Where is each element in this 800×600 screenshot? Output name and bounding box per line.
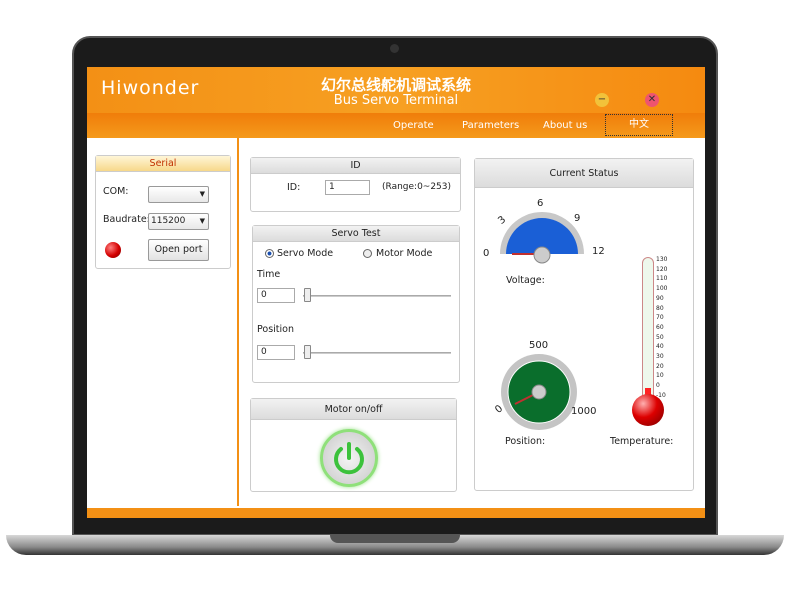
title-cn: 幻尔总线舵机调试系统 [320,76,471,94]
motor-title: Motor on/off [251,399,456,420]
servo-mode-label: Servo Mode [277,248,334,259]
open-port-button[interactable]: Open port [148,239,209,261]
baudrate-select[interactable]: 115200 ▼ [148,213,209,230]
position-label: Position [257,324,294,335]
voltage-label: Voltage: [506,275,545,286]
time-label: Time [257,269,281,280]
nav-about-us[interactable]: About us [543,120,588,131]
nav-parameters[interactable]: Parameters [462,120,520,131]
voltage-tick-9: 9 [574,213,581,224]
id-label: ID: [287,182,301,193]
temp-tick: 100 [656,285,668,293]
serial-title: Serial [96,156,230,172]
temp-tick: 130 [656,256,668,263]
connection-status-led [105,242,121,258]
temp-tick: 60 [656,323,664,331]
id-title: ID [251,158,460,174]
com-label: COM: [103,186,129,197]
position-slider-thumb[interactable] [304,345,311,359]
nav-operate[interactable]: Operate [393,120,434,131]
temp-tick: 120 [656,265,668,273]
id-input[interactable]: 1 [325,180,370,195]
footer-bar [87,508,705,518]
motor-mode-radio[interactable] [363,249,372,258]
servo-test-panel: Servo Test [252,225,460,383]
thermometer-bulb [632,394,664,426]
minimize-icon[interactable]: − [595,93,609,107]
time-input[interactable]: 0 [257,288,295,303]
time-slider-track[interactable] [303,295,451,297]
temp-tick: 50 [656,333,664,341]
thermometer-tube [642,257,654,399]
temperature-label: Temperature: [610,436,674,447]
language-button[interactable]: 中文 [605,114,673,136]
voltage-tick-0: 0 [483,248,490,259]
voltage-gauge [500,212,584,264]
thermometer-fill [645,388,651,398]
com-select[interactable]: ▼ [148,186,209,203]
current-status-title: Current Status [475,159,693,188]
app-window: Hiwonder 幻尔总线舵机调试系统 Bus Servo Terminal −… [87,67,705,518]
power-button[interactable] [320,429,378,487]
laptop-base [6,535,784,555]
id-range: (Range:0~253) [382,182,452,192]
servo-mode-radio[interactable] [265,249,274,258]
chevron-down-icon: ▼ [199,217,205,225]
power-icon [334,442,364,475]
temp-tick: 80 [656,304,664,312]
nav-bar [87,113,705,138]
temp-tick: 110 [656,275,668,283]
baudrate-label: Baudrate: [103,214,150,225]
position-tick-500: 500 [529,340,549,351]
position-tick-1000: 1000 [571,406,597,417]
position-status-label: Position: [505,436,546,447]
title-en: Bus Servo Terminal [333,93,459,108]
position-input[interactable]: 0 [257,345,295,360]
logo: Hiwonder [101,77,200,99]
temp-tick: 0 [656,382,660,390]
thermometer-scale: 130 120 110 100 90 80 70 60 50 40 30 20 10 0 -10 [656,255,667,401]
baudrate-value: 115200 [151,216,186,226]
time-slider-thumb[interactable] [304,288,311,302]
temp-tick: 30 [656,353,664,361]
temp-tick: -10 [656,391,666,399]
temp-tick: 10 [656,372,664,380]
camera-icon [390,44,399,53]
motor-mode-label: Motor Mode [376,248,433,259]
chevron-down-icon: ▼ [199,190,205,198]
temp-tick: 20 [656,362,664,370]
divider [237,138,239,506]
position-gauge [501,354,577,430]
position-slider-track[interactable] [303,352,451,354]
close-icon[interactable]: ✕ [645,93,659,107]
voltage-tick-12: 12 [592,246,605,257]
current-status-panel: Current Status [474,158,694,491]
voltage-tick-6: 6 [537,198,544,209]
laptop-notch [330,535,460,543]
temp-tick: 40 [656,343,664,351]
temp-tick: 70 [656,314,664,322]
servo-test-title: Servo Test [253,226,459,242]
temp-tick: 90 [656,294,664,302]
